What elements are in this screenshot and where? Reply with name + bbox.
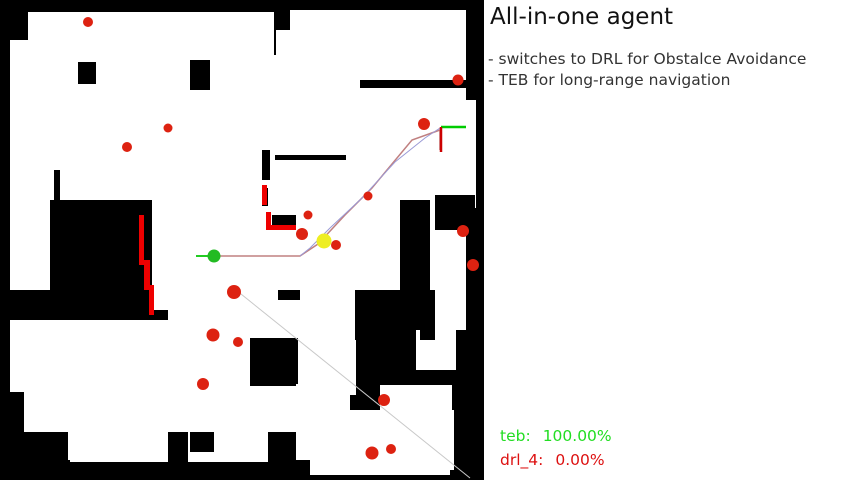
robot-marker-icon	[207, 249, 221, 263]
planner-stat-label: teb:	[500, 427, 531, 445]
obstacle	[365, 446, 379, 460]
scan-ray	[235, 289, 471, 479]
obstacle	[122, 142, 132, 152]
info-panel: All-in-one agent - switches to DRL for O…	[484, 0, 854, 480]
planner-stat-teb: teb: 100.00%	[500, 427, 612, 445]
obstacle	[83, 17, 93, 27]
agent-title: All-in-one agent	[490, 4, 674, 30]
obstacle	[378, 394, 390, 406]
obstacle	[233, 337, 243, 347]
obstacle	[206, 328, 220, 342]
occupancy-map[interactable]	[0, 0, 484, 480]
subgoal-marker-icon	[316, 233, 332, 249]
obstacle	[227, 285, 241, 299]
obstacle	[363, 191, 373, 201]
obstacles	[83, 17, 479, 460]
description-line-drl: - switches to DRL for Obstalce Avoidance	[488, 50, 807, 68]
planner-stat-label: drl_4:	[500, 451, 544, 469]
local-plan	[299, 127, 441, 257]
obstacle	[452, 74, 464, 86]
obstacle	[296, 228, 308, 240]
laser-hits	[139, 185, 296, 315]
planner-stat-drl: drl_4: 0.00%	[500, 451, 605, 469]
obstacle	[331, 240, 341, 250]
obstacle	[197, 378, 209, 390]
obstacle	[386, 444, 396, 454]
goal-pose-icon	[439, 125, 466, 152]
obstacle	[303, 210, 313, 220]
obstacle	[457, 225, 469, 237]
map-view[interactable]	[0, 0, 484, 480]
planner-stat-value: 0.00%	[555, 451, 605, 469]
obstacle	[418, 118, 430, 130]
planner-stat-value: 100.00%	[542, 427, 612, 445]
walls	[0, 10, 484, 480]
obstacle	[467, 259, 479, 271]
obstacle	[163, 123, 173, 133]
description-line-teb: - TEB for long-range navigation	[488, 71, 731, 89]
